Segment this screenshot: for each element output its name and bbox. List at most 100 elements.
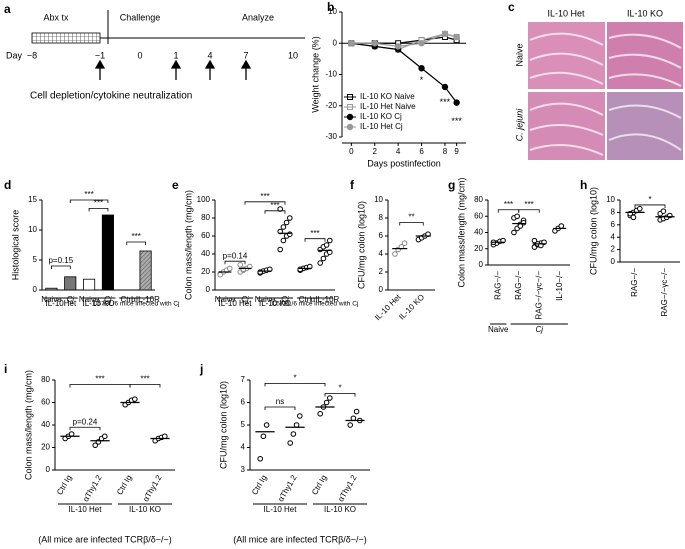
column-label: IL-10 Het — [547, 8, 585, 18]
y-tick-label: 8 — [379, 213, 384, 222]
annotation: *** — [95, 375, 104, 384]
y-tick-label: 100 — [197, 195, 211, 204]
note: (All mice are infected TCRβ/δ−/−) — [38, 534, 172, 544]
y-tick-label: -30 — [325, 132, 337, 141]
y-tick-label: 60 — [41, 398, 50, 407]
point — [531, 237, 538, 244]
point — [277, 246, 284, 253]
series-line — [351, 33, 457, 51]
bar — [64, 276, 77, 291]
day: 7 — [243, 50, 248, 60]
y-tick-label: 20 — [201, 267, 210, 276]
y-tick-label: 0 — [479, 260, 484, 269]
y-tick-label: 40 — [201, 249, 210, 258]
panel-label: i — [4, 362, 7, 376]
y-tick-label: 80 — [474, 195, 483, 204]
x-axis-label: Days postinfection — [367, 158, 441, 168]
point — [371, 40, 378, 47]
x-tick-label: IL-10−/− — [555, 271, 564, 301]
point — [68, 431, 75, 437]
day-label: Day — [6, 50, 23, 60]
x-tick-label: IL-10 KO — [397, 293, 426, 322]
series-line — [351, 36, 457, 44]
point — [297, 266, 304, 273]
bracket — [51, 265, 71, 269]
bracket — [69, 426, 101, 431]
point — [514, 213, 520, 220]
x-tick-label: 4 — [396, 147, 401, 156]
day: −8 — [27, 50, 37, 60]
annotation: p=0.15 — [48, 256, 73, 265]
group-label: C57BL/6 mice infected with Cj — [93, 301, 180, 308]
x-tick-label: Ctrl — [299, 295, 312, 304]
point — [290, 431, 297, 437]
point — [280, 237, 287, 244]
x-tick-label: Cj — [241, 295, 249, 304]
point — [418, 40, 425, 47]
y-tick-label: 10 — [606, 195, 615, 204]
annotation: *** — [504, 200, 513, 209]
point — [240, 266, 247, 273]
x-tick-label: RAG−/− — [630, 268, 639, 297]
bracket — [399, 222, 424, 226]
point — [347, 422, 354, 428]
point — [280, 224, 287, 230]
x-tick-label: Naive — [41, 295, 62, 304]
header: Challenge — [120, 12, 161, 22]
panel-label: h — [580, 178, 587, 192]
panel-label: b — [327, 0, 334, 14]
point — [401, 240, 408, 246]
point — [257, 455, 264, 462]
annotation: * — [293, 373, 296, 382]
x-tick-label: 6 — [419, 147, 424, 156]
panel-label: g — [448, 178, 455, 192]
point — [348, 40, 355, 47]
y-axis-label: CFU/mg colon (log10) — [588, 187, 598, 275]
point — [283, 219, 290, 226]
bracket — [324, 393, 356, 397]
point — [320, 255, 327, 262]
panel-label: e — [172, 178, 179, 192]
y-tick-label: 6 — [241, 398, 246, 407]
x-tick-label: 9 — [454, 147, 459, 156]
point — [323, 399, 330, 406]
bracket — [69, 384, 131, 388]
point — [92, 442, 98, 449]
legend-label: IL-10 KO Cj — [360, 112, 402, 121]
image — [607, 92, 683, 160]
group-label: C57BL/6 mice infected with Cj — [272, 301, 359, 308]
point — [350, 415, 357, 422]
y-tick-label: 20 — [41, 443, 50, 452]
point — [327, 237, 333, 244]
group-label: IL-10Het — [45, 299, 76, 308]
column-label: IL-10 KO — [627, 8, 663, 18]
x-tick-label: RAG−/− — [493, 271, 502, 300]
point — [323, 242, 330, 248]
y-tick-label: 0 — [333, 38, 338, 47]
x-tick-label: αThy1.2 — [276, 473, 299, 503]
y-tick-label: 10 — [374, 195, 383, 204]
point — [287, 440, 294, 446]
group-label: IL-10 KO — [129, 505, 161, 514]
point — [132, 396, 138, 402]
bracket — [518, 209, 540, 213]
panel-label: d — [4, 178, 11, 192]
point — [453, 99, 460, 106]
x-tick-label: Ctrl Ig — [55, 474, 73, 497]
y-tick-label: 0 — [33, 285, 38, 294]
header: Analyze — [242, 12, 274, 22]
point — [453, 33, 460, 41]
legend-label: IL-10 Het Cj — [360, 122, 403, 131]
bar — [45, 287, 58, 291]
y-tick-label: 60 — [474, 211, 483, 220]
point — [287, 215, 293, 221]
bar — [139, 250, 152, 291]
y-tick-label: 6 — [379, 231, 384, 240]
group-label: Naive — [488, 325, 509, 334]
point — [162, 433, 168, 440]
x-tick-label: αThy1.2 — [81, 473, 104, 503]
y-tick-label: 40 — [474, 228, 483, 237]
bracket — [69, 199, 109, 203]
group-label: IL-10 KO — [259, 299, 291, 308]
annotation: *** — [84, 190, 93, 199]
